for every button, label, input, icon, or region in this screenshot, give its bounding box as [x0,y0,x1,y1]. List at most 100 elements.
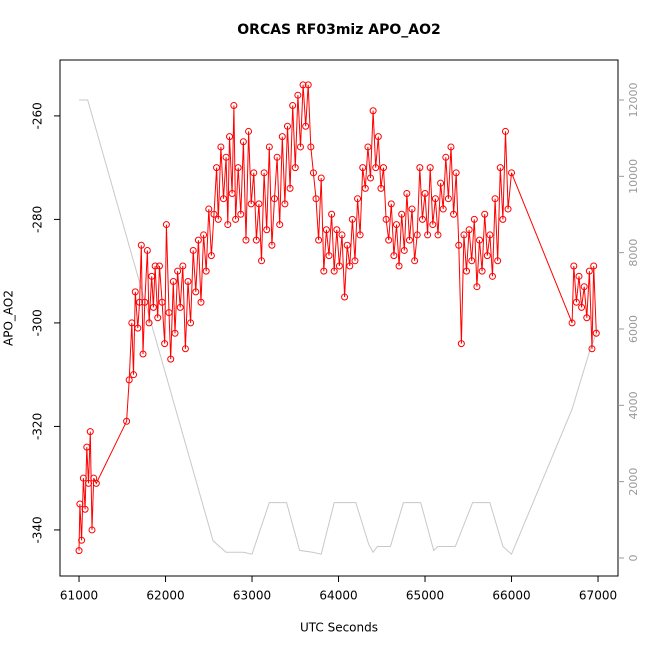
data-point [408,205,416,213]
data-point [361,184,369,192]
data-point [176,303,184,311]
data-point [228,190,236,198]
data-point [348,215,356,223]
data-point [213,164,221,172]
data-point [351,257,359,265]
data-point [169,278,177,286]
data-point [501,127,509,135]
data-point [271,195,279,203]
data-point [508,169,516,177]
data-point [141,298,149,306]
data-point [325,252,333,260]
data-point [76,500,84,508]
data-point [161,340,169,348]
data-point [219,195,227,203]
data-point [335,262,343,270]
x-tick-label: 64000 [319,589,357,603]
data-point [338,231,346,239]
data-point [88,526,96,534]
data-point [155,262,163,270]
data-point [486,231,494,239]
data-point [189,246,197,254]
data-point [200,231,208,239]
y2-tick-label: 10000 [627,159,640,194]
data-point [499,215,507,223]
chart-title: ORCAS RF03miz APO_AO2 [237,22,440,38]
data-point [192,288,200,296]
data-point [162,221,170,229]
data-point [151,262,159,270]
data-point [468,257,476,265]
data-point [478,267,486,275]
data-point [411,257,419,265]
data-point [154,314,162,322]
data-point [265,143,273,151]
data-point [247,200,255,208]
data-point [294,91,302,99]
data-point [343,241,351,249]
x-tick-label: 62000 [146,589,184,603]
data-point [346,262,354,270]
y-tick-label: -340 [31,516,45,543]
data-point [202,267,210,275]
y-tick-label: -280 [31,206,45,233]
data-point [369,107,377,115]
data-point [239,138,247,146]
data-point [207,252,215,260]
data-point [136,298,144,306]
y2-tick-label: 8000 [627,239,640,267]
data-point [123,417,131,425]
data-point [226,133,234,141]
x-tick-label: 66000 [492,589,530,603]
data-point [385,236,393,244]
data-point [418,215,426,223]
data-point [429,221,437,229]
data-point [197,298,205,306]
data-point [302,122,310,130]
data-point [354,195,362,203]
y2-tick-label: 0 [627,554,640,561]
data-point [356,231,364,239]
data-point [139,350,147,358]
data-point [431,195,439,203]
data-point [398,210,406,218]
data-point [405,236,413,244]
data-point [333,226,341,234]
data-point [392,221,400,229]
data-point [86,428,94,436]
data-point [380,164,388,172]
data-point [473,283,481,291]
data-point [281,200,289,208]
data-point [283,122,291,130]
data-point [317,174,325,182]
data-point [85,479,93,487]
data-point [568,319,576,327]
y-tick-label: -300 [31,309,45,336]
data-point [268,241,276,249]
data-point [592,329,600,337]
data-point [424,231,432,239]
data-point [255,200,263,208]
data-point [312,195,320,203]
x-tick-label: 65000 [406,589,444,603]
data-point [330,267,338,275]
data-point [145,319,153,327]
data-point [252,236,260,244]
data-point [439,205,447,213]
data-point [130,371,138,379]
data-point [263,226,271,234]
data-point [230,102,238,110]
data-point [214,215,222,223]
data-point [250,169,258,177]
data-point [307,143,315,151]
data-point [299,81,307,89]
data-point [457,340,465,348]
data-point [315,236,323,244]
data-point [165,309,173,317]
data-point [258,257,266,265]
data-point [455,241,463,249]
data-point [134,324,142,332]
data-point [496,164,504,172]
data-point [580,283,588,291]
data-point [92,479,100,487]
